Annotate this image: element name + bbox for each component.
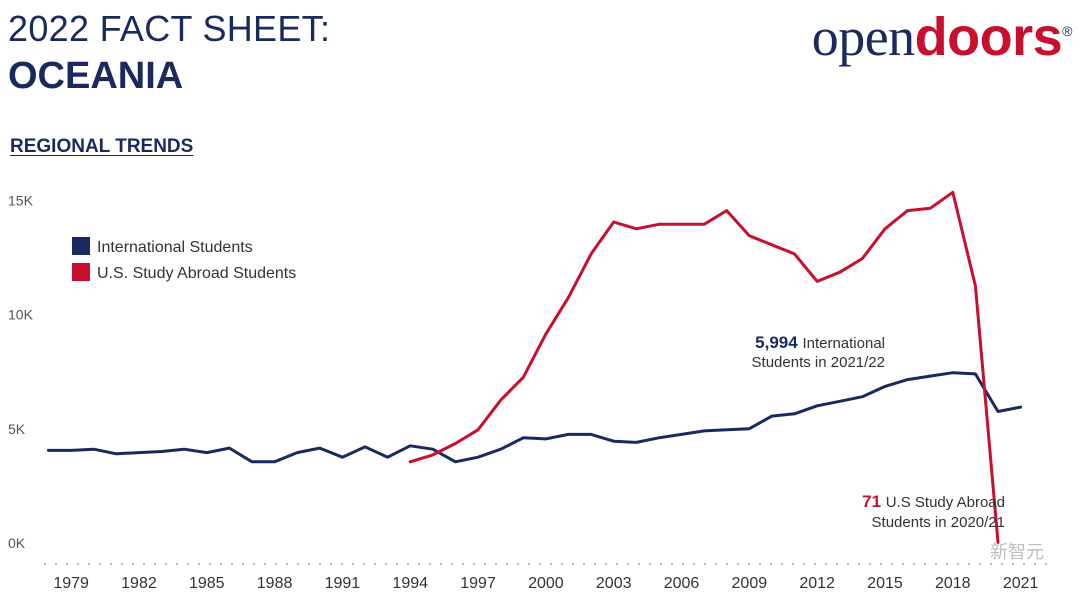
y-tick-label: 15K [8,192,34,208]
logo-open-text: open [811,7,915,67]
legend-swatch [72,237,90,255]
legend-label: U.S. Study Abroad Students [97,265,296,282]
x-tick-label: 2003 [596,575,632,592]
page-title-line1: 2022 FACT SHEET: [8,8,331,49]
x-tick-label: 2012 [799,575,835,592]
section-title: REGIONAL TRENDS [10,136,194,157]
annotation-study-abroad-line2: Students in 2020/21 [872,514,1005,531]
x-tick-label: 1982 [121,575,157,592]
y-tick-label: 10K [8,307,34,323]
x-tick-label: 1988 [257,575,293,592]
watermark: 新智元 [990,542,1044,562]
x-tick-label: 1979 [53,575,89,592]
annotation-international-line2: Students in 2021/22 [752,354,885,371]
annotation-text: International [802,335,885,352]
legend-swatch [72,263,90,281]
study-abroad-students-line [408,190,1000,544]
legend-label: International Students [97,239,253,256]
x-tick-label: 2015 [867,575,903,592]
x-tick-label: 2000 [528,575,564,592]
y-tick-label: 0K [8,535,26,551]
x-tick-label: 1994 [392,575,428,592]
x-tick-label: 1997 [460,575,496,592]
opendoors-logo: opendoors® [811,6,1073,68]
logo-registered-mark: ® [1062,23,1072,39]
x-tick-label: 2021 [1003,575,1039,592]
x-tick-label: 1985 [189,575,225,592]
x-tick-label: 2009 [732,575,768,592]
x-tick-label: 2006 [664,575,700,592]
logo-doors-text: doors [914,7,1063,67]
annotation-value: 5,994 [755,333,802,352]
annotation-international: 5,994 International [755,333,885,352]
annotation-study-abroad: 71 U.S Study Abroad [862,492,1005,511]
x-tick-label: 2018 [935,575,971,592]
y-tick-label: 5K [8,421,26,437]
x-tick-label: 1991 [325,575,361,592]
annotation-text: U.S Study Abroad [886,494,1005,511]
annotation-value: 71 [862,492,886,511]
page-title-region: OCEANIA [8,55,184,97]
international-students-line [47,371,1023,464]
